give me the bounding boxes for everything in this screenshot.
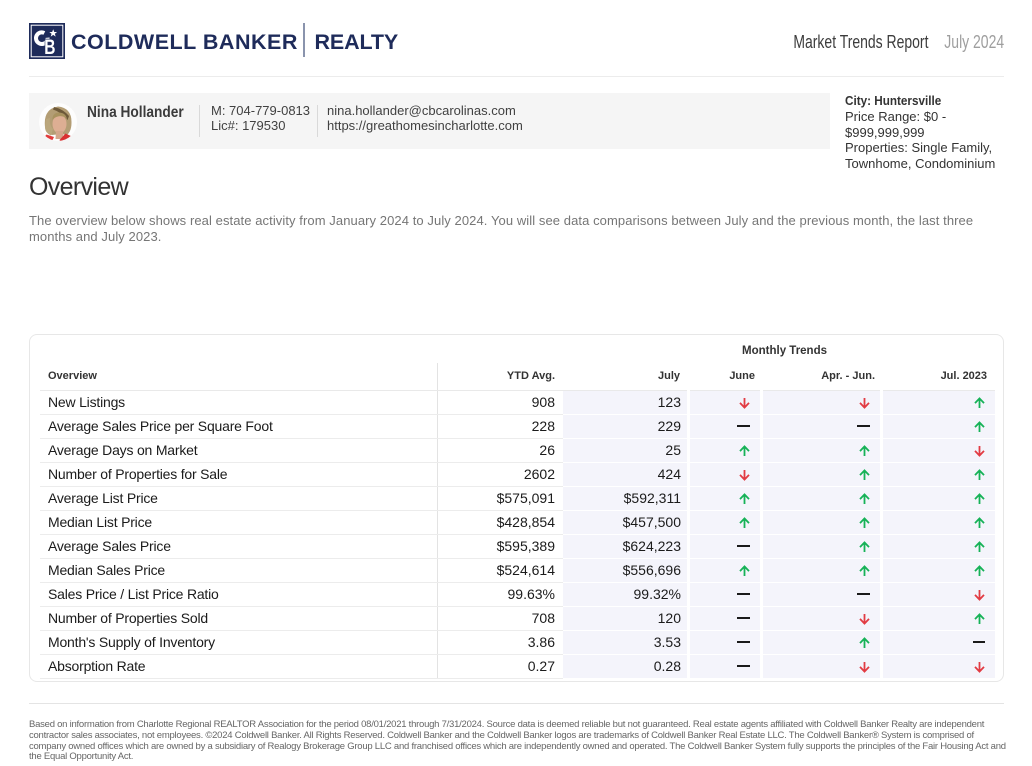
svg-text:B: B [44, 36, 55, 59]
